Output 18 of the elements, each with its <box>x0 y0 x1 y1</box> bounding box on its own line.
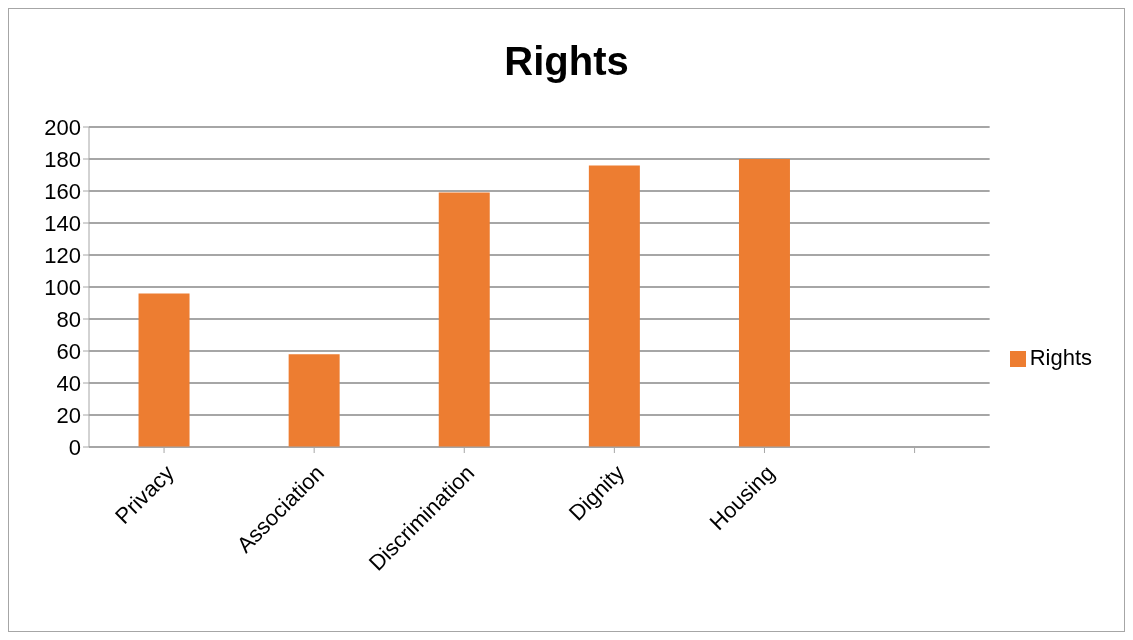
y-tick-label: 100 <box>44 274 81 300</box>
bar <box>588 165 640 447</box>
y-tick-label: 140 <box>44 210 81 236</box>
bar <box>438 192 490 447</box>
bar <box>288 354 340 447</box>
y-tick-label: 80 <box>56 306 81 332</box>
y-tick-label: 200 <box>44 114 81 140</box>
y-tick-label: 120 <box>44 242 81 268</box>
bar <box>138 293 190 447</box>
y-tick-label: 160 <box>44 178 81 204</box>
bar <box>738 159 790 447</box>
legend-label: Rights <box>1029 345 1092 370</box>
y-tick-label: 0 <box>68 434 81 460</box>
y-tick-label: 180 <box>44 146 81 172</box>
y-tick-label: 40 <box>56 370 81 396</box>
chart-title: Rights <box>503 38 630 85</box>
y-tick-label: 60 <box>56 338 81 364</box>
y-tick-label: 20 <box>56 402 81 428</box>
